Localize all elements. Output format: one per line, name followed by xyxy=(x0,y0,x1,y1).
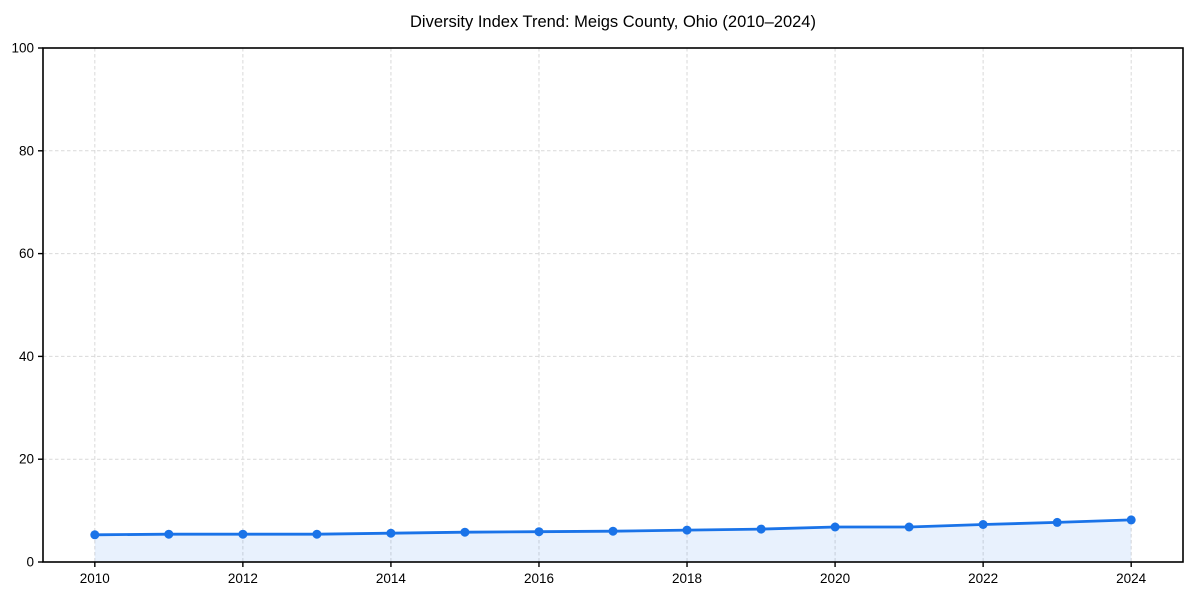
y-tick-label: 0 xyxy=(26,555,34,570)
plot-border xyxy=(42,47,1184,563)
x-tick-label: 2020 xyxy=(820,571,850,586)
data-point-marker xyxy=(682,525,692,535)
x-tick-label: 2024 xyxy=(1116,571,1147,586)
data-point-marker xyxy=(608,526,618,536)
x-tick-label: 2012 xyxy=(228,571,258,586)
y-tick-label: 60 xyxy=(19,246,34,261)
y-tick-label: 80 xyxy=(19,143,34,158)
x-tick-label: 2018 xyxy=(672,571,702,586)
y-tick-label: 100 xyxy=(11,41,34,56)
data-point-marker xyxy=(312,529,322,539)
data-point-marker xyxy=(90,530,100,540)
y-tick-label: 20 xyxy=(19,452,34,467)
data-point-marker xyxy=(756,524,766,534)
data-point-marker xyxy=(978,520,988,529)
data-point-marker xyxy=(904,522,914,532)
data-point-marker xyxy=(534,527,544,537)
data-point-marker xyxy=(460,527,470,537)
x-tick-label: 2016 xyxy=(524,571,554,586)
data-point-marker xyxy=(830,522,840,532)
data-point-marker xyxy=(1052,517,1062,527)
data-point-marker xyxy=(386,528,396,538)
x-tick-label: 2014 xyxy=(376,571,407,586)
y-tick-label: 40 xyxy=(19,349,34,364)
chart-title: Diversity Index Trend: Meigs County, Ohi… xyxy=(410,13,816,31)
x-tick-label: 2022 xyxy=(968,571,998,586)
x-tick-label: 2010 xyxy=(80,571,110,586)
data-point-marker xyxy=(1126,515,1136,525)
data-point-marker xyxy=(164,529,174,539)
area-fill xyxy=(94,519,1132,562)
data-point-marker xyxy=(238,529,248,539)
